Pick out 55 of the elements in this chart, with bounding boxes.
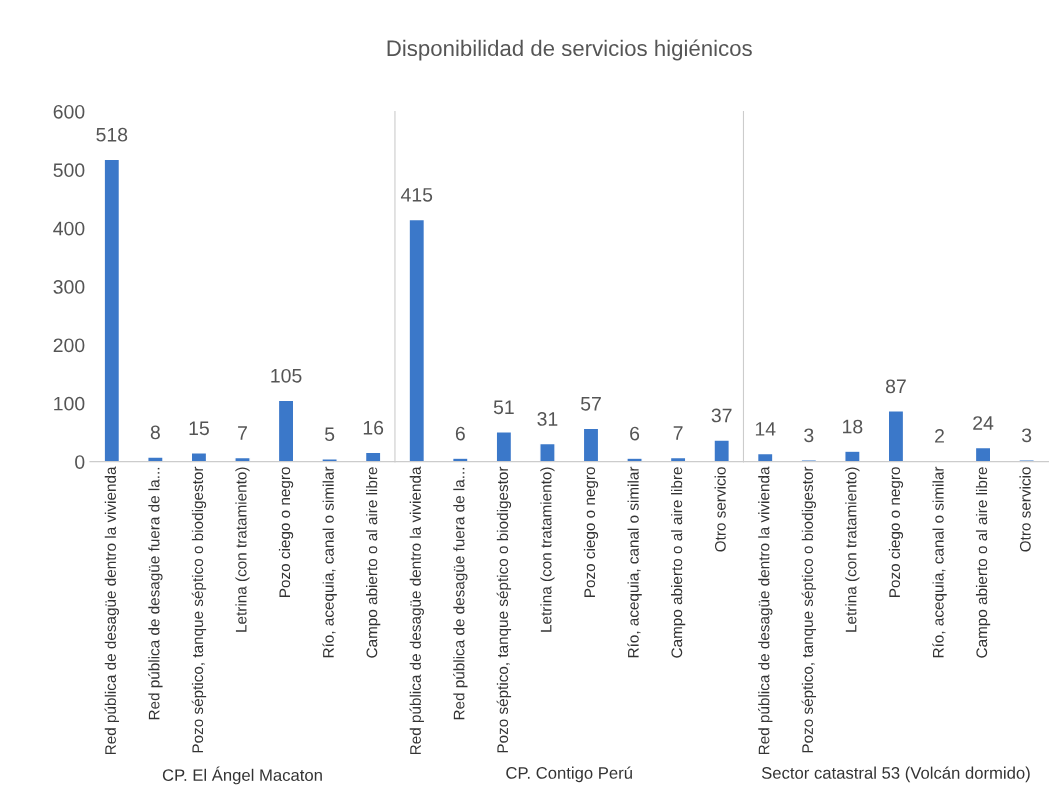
data-label: 37: [711, 408, 732, 423]
data-label: 7: [238, 426, 247, 440]
x-tick-label: Red pública de desagüe dentro la vivienda: [104, 466, 120, 755]
y-tick-label: 500: [53, 163, 85, 178]
x-tick-label: Otro servicio: [714, 467, 726, 552]
data-label: 6: [630, 426, 640, 441]
data-label: 51: [493, 400, 514, 415]
data-label: 15: [189, 421, 209, 436]
x-tick-label: Pozo séptico, tanque séptico o biodigestor: [801, 466, 817, 753]
x-axis-title: CP. Contigo Perú: [506, 766, 632, 783]
y-tick-label: 400: [53, 221, 85, 236]
data-label: 16: [363, 420, 384, 435]
x-axis-title: CP. El Ángel Macaton: [162, 766, 322, 785]
x-tick-label: Red pública de desagüe fuera de la...: [453, 467, 468, 720]
x-tick-label: Pozo ciego o negro: [278, 467, 294, 597]
data-label: 5: [324, 427, 335, 442]
x-tick-label: Campo abierto o al aire libre: [366, 467, 381, 658]
data-label: 31: [537, 412, 558, 426]
x-tick-label: Red pública de desagüe fuera de la...: [148, 467, 163, 720]
data-label: 3: [804, 428, 814, 443]
data-label: 415: [400, 188, 433, 202]
chart-title: Disponibilidad de servicios higiénicos: [387, 39, 752, 61]
x-tick-label: Río, acequia, canal o similar: [932, 466, 947, 658]
data-label: 8: [150, 425, 160, 440]
y-tick-label: 200: [53, 338, 85, 353]
data-label: 57: [580, 397, 601, 411]
x-tick-label: Otro servicio: [1019, 467, 1031, 552]
data-label: 105: [271, 368, 302, 383]
x-tick-label: Letrina (con tratamiento): [235, 467, 250, 632]
x-axis-title: Sector catastral 53 (Volcán dormido): [761, 766, 1030, 783]
y-tick-label: 300: [53, 280, 85, 294]
x-tick-label: Red pública de desagüe dentro la vivienda: [409, 466, 424, 755]
data-label: 24: [973, 416, 994, 430]
x-tick-label: Letrina (con tratamiento): [540, 467, 555, 632]
data-label: 14: [755, 422, 776, 436]
x-tick-label: Letrina (con tratamiento): [845, 467, 860, 632]
x-tick-label: Pozo ciego o negro: [888, 467, 904, 597]
y-tick-label: 0: [75, 455, 85, 469]
x-tick-label: Red pública de desagüe dentro la vivienda: [758, 466, 773, 755]
data-label: 18: [843, 419, 863, 434]
x-tick-label: Río, acequia, canal o similar: [322, 466, 337, 658]
y-tick-label: 600: [53, 104, 85, 119]
x-tick-label: Pozo ciego o negro: [583, 467, 599, 597]
data-label: 3: [1021, 428, 1032, 443]
x-tick-label: Campo abierto o al aire libre: [975, 467, 991, 658]
x-tick-label: Pozo séptico, tanque séptico o biodigestor: [496, 466, 512, 753]
y-tick-label: 100: [54, 396, 85, 411]
data-label: 6: [455, 426, 465, 441]
x-tick-label: Campo abierto o al aire libre: [671, 467, 686, 658]
data-label: 2: [935, 429, 944, 443]
data-label: 7: [673, 426, 683, 440]
data-label: 87: [885, 379, 906, 394]
data-label: 518: [96, 127, 128, 142]
x-tick-label: Río, acequia, canal o similar: [627, 466, 642, 658]
x-tick-label: Pozo séptico, tanque séptico o biodigestor: [191, 466, 207, 753]
